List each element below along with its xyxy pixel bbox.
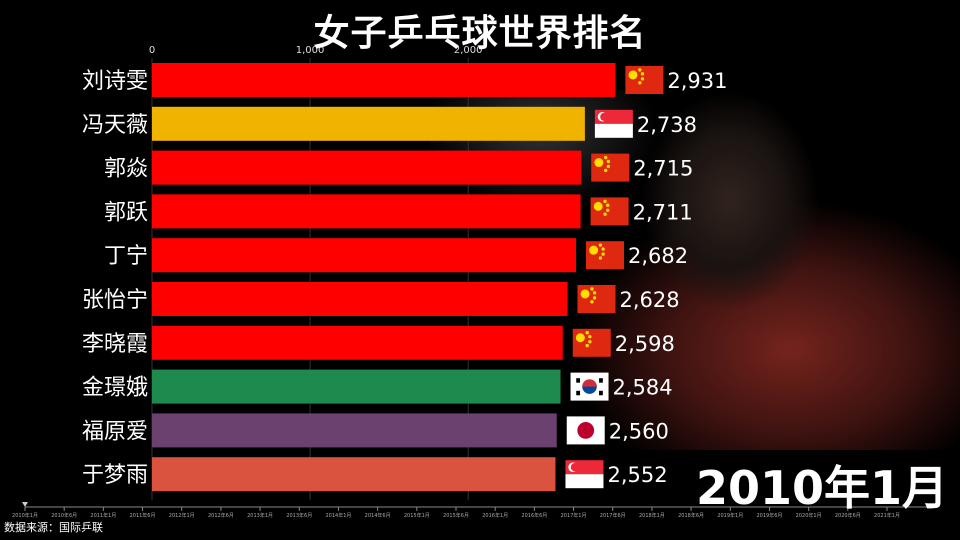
singapore-flag-icon [565, 460, 604, 489]
current-date-label: 2010年1月 [695, 461, 948, 515]
timeline-tick-label: 2015年6月 [443, 512, 469, 519]
data-source-note: 数据来源：国际乒联 [4, 521, 103, 534]
timeline-tick-label: 2015年1月 [404, 512, 430, 519]
china-flag-icon [590, 197, 629, 226]
bar [152, 150, 582, 185]
timeline-tick-label: 2019年1月 [717, 512, 743, 519]
korea-flag-icon [570, 372, 609, 401]
category-label: 张怡宁 [82, 288, 148, 313]
bar [152, 282, 568, 316]
timeline-tick-label: 2013年6月 [286, 512, 312, 519]
timeline-tick-label: 2018年1月 [639, 512, 665, 519]
value-label: 2,931 [667, 69, 727, 93]
x-tick-label: 1,000 [296, 45, 325, 56]
bar [152, 106, 585, 141]
timeline-tick-label: 2012年1月 [169, 512, 195, 519]
bar [152, 369, 561, 404]
china-flag-icon [625, 66, 664, 94]
china-flag-icon [586, 241, 625, 270]
timeline-tick-label: 2012年6月 [208, 512, 234, 519]
timeline-tick-label: 2019年6月 [757, 512, 783, 519]
timeline-tick-label: 2021年1月 [874, 512, 900, 519]
value-label: 2,682 [628, 244, 688, 268]
timeline-tick-label: 2018年6月 [678, 512, 704, 519]
value-label: 2,738 [637, 113, 697, 137]
timeline-tick-label: 2014年1月 [326, 512, 352, 519]
chart-title: 女子乒乓球世界排名 [313, 13, 647, 54]
china-flag-icon [591, 153, 630, 182]
timeline-tick-label: 2017年1月 [561, 512, 587, 519]
timeline-marker [22, 502, 28, 507]
value-label: 2,715 [633, 157, 693, 181]
timeline-tick-label: 2020年6月 [835, 512, 861, 519]
bar [152, 238, 577, 273]
bar [152, 413, 557, 448]
x-tick-label: 2,000 [454, 45, 483, 56]
bar [152, 457, 556, 492]
timeline-tick-label: 2011年1月 [90, 512, 116, 519]
timeline-tick-label: 2016年1月 [482, 512, 508, 519]
japan-flag-icon [566, 416, 605, 445]
timeline-tick-label: 2017年6月 [600, 512, 626, 519]
bar [152, 325, 563, 360]
category-label: 李晓霞 [82, 332, 148, 357]
category-label: 于梦雨 [82, 463, 148, 488]
value-label: 2,552 [607, 463, 667, 487]
timeline-tick-label: 2010年1月 [12, 512, 38, 519]
china-flag-icon [577, 285, 616, 313]
category-label: 冯天薇 [82, 113, 148, 138]
category-label: 刘诗雯 [82, 69, 148, 94]
bar [152, 63, 616, 97]
timeline-tick-label: 2010年6月 [51, 512, 77, 519]
singapore-flag-icon [594, 109, 633, 138]
category-label: 郭跃 [104, 200, 148, 225]
value-label: 2,598 [615, 332, 675, 356]
value-label: 2,560 [609, 419, 669, 443]
timeline-tick-label: 2013年1月 [247, 512, 273, 519]
bar [152, 194, 581, 229]
timeline-tick-label: 2016年6月 [521, 512, 547, 519]
china-flag-icon [572, 328, 611, 357]
timeline-tick-label: 2014年6月 [365, 512, 391, 519]
timeline-tick-label: 2020年1月 [796, 512, 822, 519]
category-label: 丁宁 [104, 244, 148, 269]
category-label: 郭焱 [104, 157, 148, 182]
value-label: 2,584 [613, 376, 673, 400]
x-tick-label: 0 [149, 45, 155, 56]
value-label: 2,711 [633, 200, 693, 224]
timeline-tick-label: 2011年6月 [130, 512, 156, 519]
category-label: 福原爱 [82, 419, 148, 444]
value-label: 2,628 [619, 288, 679, 312]
category-label: 金璟娥 [82, 376, 148, 401]
